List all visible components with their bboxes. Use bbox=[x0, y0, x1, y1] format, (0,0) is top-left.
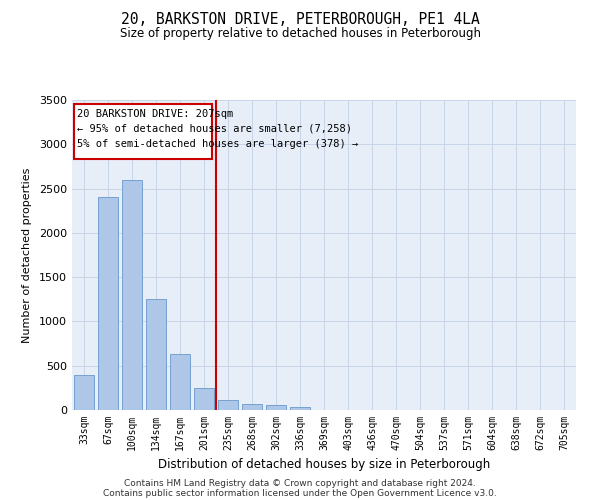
Bar bbox=[242, 404, 262, 410]
Text: ← 95% of detached houses are smaller (7,258): ← 95% of detached houses are smaller (7,… bbox=[77, 124, 352, 134]
Bar bbox=[98, 198, 118, 410]
Text: 20 BARKSTON DRIVE: 207sqm: 20 BARKSTON DRIVE: 207sqm bbox=[77, 109, 233, 119]
Bar bbox=[290, 408, 310, 410]
Y-axis label: Number of detached properties: Number of detached properties bbox=[22, 168, 32, 342]
Bar bbox=[194, 388, 214, 410]
Text: Contains HM Land Registry data © Crown copyright and database right 2024.: Contains HM Land Registry data © Crown c… bbox=[124, 478, 476, 488]
Bar bbox=[146, 300, 166, 410]
Text: 20, BARKSTON DRIVE, PETERBOROUGH, PE1 4LA: 20, BARKSTON DRIVE, PETERBOROUGH, PE1 4L… bbox=[121, 12, 479, 28]
Bar bbox=[266, 405, 286, 410]
Bar bbox=[170, 354, 190, 410]
FancyBboxPatch shape bbox=[74, 104, 212, 160]
Text: 5% of semi-detached houses are larger (378) →: 5% of semi-detached houses are larger (3… bbox=[77, 139, 358, 149]
Bar bbox=[74, 374, 94, 410]
X-axis label: Distribution of detached houses by size in Peterborough: Distribution of detached houses by size … bbox=[158, 458, 490, 471]
Text: Contains public sector information licensed under the Open Government Licence v3: Contains public sector information licen… bbox=[103, 488, 497, 498]
Bar bbox=[218, 400, 238, 410]
Text: Size of property relative to detached houses in Peterborough: Size of property relative to detached ho… bbox=[119, 28, 481, 40]
Bar bbox=[122, 180, 142, 410]
